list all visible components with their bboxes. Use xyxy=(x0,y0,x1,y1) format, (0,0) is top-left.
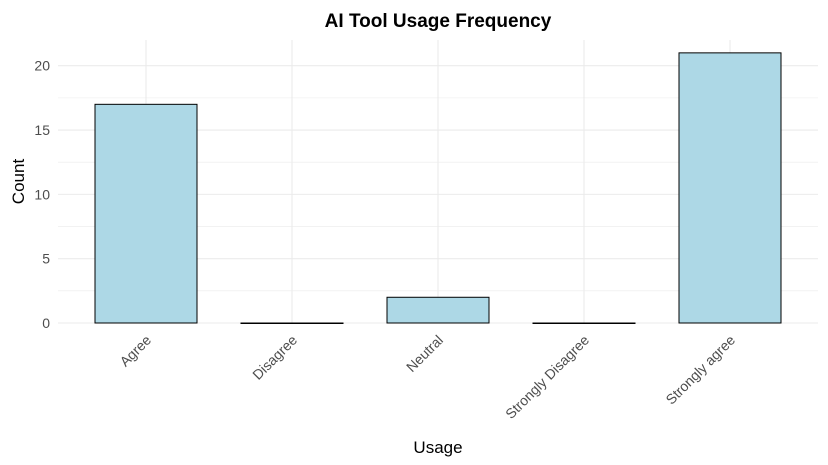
x-tick-label: Strongly Disagree xyxy=(502,332,592,422)
y-axis-ticks: 0 5 10 15 20 xyxy=(34,58,50,331)
x-tick-label: Agree xyxy=(116,332,154,370)
bar-disagree xyxy=(240,322,344,324)
y-tick-label: 0 xyxy=(42,315,50,331)
bar-agree xyxy=(94,103,198,324)
x-tick-label: Neutral xyxy=(403,332,446,375)
y-axis-title: Count xyxy=(9,159,28,205)
y-tick-label: 10 xyxy=(34,186,50,202)
bar-strongly-agree xyxy=(678,52,782,324)
y-tick-label: 15 xyxy=(34,122,50,138)
y-tick-label: 20 xyxy=(34,58,50,74)
chart-title: AI Tool Usage Frequency xyxy=(325,11,552,32)
bar-strongly-disagree xyxy=(532,322,636,324)
x-tick-label: Strongly agree xyxy=(662,332,738,408)
x-axis-ticks: Agree Disagree Neutral Strongly Disagree Str… xyxy=(116,332,738,422)
bar-neutral xyxy=(386,296,490,324)
bars xyxy=(94,52,782,324)
x-axis-title: Usage xyxy=(413,438,462,457)
x-tick-label: Disagree xyxy=(249,332,300,383)
y-tick-label: 5 xyxy=(42,251,50,267)
